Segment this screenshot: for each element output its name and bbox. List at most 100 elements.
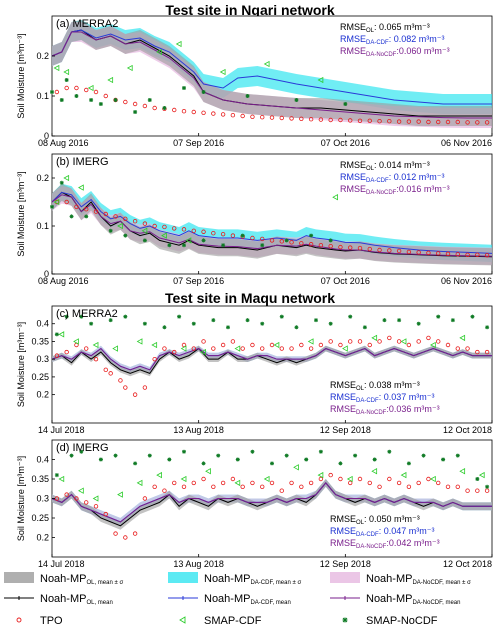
tpo-point [103, 93, 108, 99]
tpo-point [484, 349, 490, 355]
smap-nocdf-point [221, 243, 226, 248]
y-axis-label: Soil Moisture [m³m⁻³] [16, 322, 26, 407]
smap-cdf-point [400, 471, 407, 479]
smap-nocdf-point [113, 98, 118, 102]
x-tick-label: 07 Sep 2016 [173, 138, 224, 148]
tpo-point [260, 114, 265, 120]
tpo-point [191, 346, 196, 351]
tpo-point [475, 252, 480, 257]
legend-label: Noah-MPDA-NoCDF, mean [366, 593, 460, 606]
smap-cdf-point [371, 334, 378, 342]
tpo-point [93, 89, 99, 95]
tpo-point [387, 248, 392, 253]
smap-cdf-point [478, 471, 485, 479]
smap-cdf-point [430, 475, 436, 483]
tpo-point [240, 113, 245, 119]
tpo-point [299, 484, 304, 489]
smap-cdf-point [175, 40, 182, 48]
smap-nocdf-point [89, 98, 94, 102]
smap-cdf-point [219, 68, 226, 76]
tpo-point [436, 251, 441, 256]
panel-title: (a) MERRA2 [56, 18, 118, 30]
panel-4: 0.2 0.25 0.3 0.35 0.4 14 Jul 2018 13 Aug 2018 1… [16, 439, 493, 569]
tpo-point [426, 119, 431, 125]
tpo-point [240, 346, 245, 351]
tpo-point [181, 484, 187, 489]
legend-label: SMAP-NoCDF [366, 615, 438, 627]
smap-nocdf-point [211, 318, 216, 323]
tpo-point [318, 117, 324, 122]
x-tick-label: 13 Aug 2018 [173, 425, 224, 435]
smap-nocdf-point [372, 457, 377, 462]
tpo-point [299, 342, 304, 348]
smap-nocdf-point [108, 318, 113, 323]
smap-nocdf-point [436, 314, 441, 319]
tpo-point [426, 335, 431, 341]
tpo-point [484, 120, 490, 125]
y-tick-label: 0.1 [36, 91, 49, 101]
smap-cdf-point [78, 487, 84, 494]
smap-nocdf-point [397, 318, 402, 323]
smap-cdf-point [180, 345, 187, 352]
smap-cdf-point [73, 338, 79, 345]
tpo-point [455, 346, 460, 351]
tpo-point [299, 116, 304, 121]
smap-nocdf-point [216, 453, 221, 458]
legend-label: SMAP-CDF [204, 615, 262, 627]
smap-nocdf-point [162, 325, 167, 330]
smap-nocdf-point [353, 453, 358, 458]
smap-nocdf-point [284, 453, 289, 458]
tpo-point [396, 248, 402, 254]
tpo-point [318, 342, 324, 348]
rmse-annotation: RMSEDA-CDF: 0.082 m³m⁻³ [340, 34, 444, 46]
rmse-annotation: RMSEDA-NoCDF:0.042 m³m⁻³ [330, 538, 440, 550]
y-tick-label: 0.35 [31, 474, 49, 484]
panel-1: 0 0.1 0.2 08 Aug 2016 07 Sep 2016 07 Oct 2016… [16, 15, 493, 148]
smap-nocdf-point [133, 461, 138, 466]
tpo-point [162, 488, 167, 493]
tpo-point [377, 118, 382, 124]
y-tick-label: 0.3 [36, 494, 49, 504]
smap-nocdf-point [416, 321, 421, 326]
y-tick-label: 0.25 [31, 513, 49, 523]
rmse-annotation: RMSEDA-NoCDF:0.036 m³m⁻³ [330, 404, 440, 416]
tpo-point [387, 335, 392, 341]
legend-swatch-tpo [16, 617, 22, 623]
smap-cdf-point [263, 475, 270, 483]
x-tick-label: 06 Nov 2016 [441, 276, 492, 286]
smap-nocdf-point [284, 238, 289, 243]
smap-nocdf-point [450, 318, 455, 323]
rmse-annotation: RMSEDA-NoCDF:0.016 m³m⁻³ [340, 184, 450, 196]
legend: Noah-MPOL, mean ± σ Noah-MPDA-CDF, mean ±… [4, 572, 471, 627]
smap-nocdf-point [485, 484, 490, 489]
band-ol [52, 183, 492, 266]
tpo-point [328, 117, 333, 123]
x-tick-label: 08 Aug 2016 [38, 138, 89, 148]
tpo-point [328, 472, 333, 478]
smap-nocdf-point [294, 98, 299, 102]
smap-cdf-point [136, 338, 143, 345]
smap-nocdf-point [108, 228, 113, 233]
tpo-point [338, 476, 343, 482]
smap-cdf-point [156, 471, 162, 479]
tpo-point [211, 346, 216, 351]
legend-label: Noah-MPDA-CDF, mean ± σ [204, 573, 301, 586]
tpo-point [103, 511, 108, 517]
tpo-point [279, 346, 284, 351]
smap-nocdf-point [304, 457, 309, 462]
tpo-point [387, 476, 392, 482]
tpo-point [152, 356, 157, 362]
tpo-point [142, 496, 148, 501]
tpo-point [123, 535, 128, 540]
tpo-point [367, 480, 372, 486]
smap-nocdf-point [201, 238, 206, 243]
tpo-point [455, 119, 460, 125]
line-da-nocdf-mean [51, 194, 493, 257]
smap-cdf-point [459, 334, 466, 342]
smap-cdf-point [141, 227, 148, 234]
smap-nocdf-point [201, 90, 206, 94]
tpo-point [475, 349, 480, 355]
smap-cdf-point [117, 222, 123, 230]
tpo-point [318, 242, 324, 248]
tpo-point [445, 119, 451, 125]
